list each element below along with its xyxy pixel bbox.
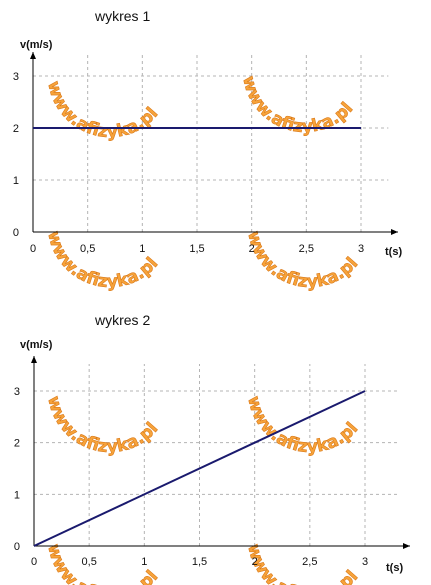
y-tick-label: 1 — [13, 175, 19, 187]
axes — [30, 52, 398, 235]
watermark: www.afizyka.pl — [43, 229, 162, 292]
series-line — [33, 390, 366, 547]
y-tick-label: 0 — [13, 227, 19, 239]
y-axis-arrow — [31, 356, 37, 363]
y-axis-label: v(m/s) — [20, 339, 53, 351]
y-axis-arrow — [30, 52, 36, 59]
chart-wykres-2: www.afizyka.plwww.afizyka.plwww.afizyka.… — [14, 312, 410, 585]
x-tick-label: 3 — [362, 556, 368, 568]
y-tick-label: 2 — [13, 123, 19, 135]
watermark: www.afizyka.pl — [243, 394, 362, 457]
x-axis-label: t(s) — [385, 246, 402, 258]
x-tick-label: 3 — [358, 243, 364, 255]
x-tick-label: 1,5 — [189, 243, 204, 255]
chart-title: wykres 1 — [94, 8, 150, 24]
y-tick-label: 1 — [14, 489, 20, 501]
x-tick-label: 0,5 — [80, 243, 95, 255]
y-tick-label: 0 — [14, 541, 20, 553]
y-tick-label: 3 — [13, 71, 19, 83]
x-axis-arrow — [391, 229, 398, 235]
axes — [31, 356, 410, 549]
chart-title: wykres 2 — [94, 312, 150, 328]
x-tick-label: 0,5 — [82, 556, 97, 568]
x-tick-label: 0 — [31, 556, 37, 568]
x-tick-label: 1,5 — [192, 556, 207, 568]
x-tick-label: 2 — [249, 243, 255, 255]
tick-labels: 0 0,5 1 1,5 2 2,5 3 0 1 2 3 — [14, 386, 368, 568]
y-tick-label: 2 — [14, 438, 20, 450]
watermark: www.afizyka.pl — [43, 79, 162, 142]
y-tick-label: 3 — [14, 386, 20, 398]
x-axis-arrow — [403, 543, 410, 549]
y-axis-label: v(m/s) — [20, 39, 53, 51]
x-axis-label: t(s) — [386, 562, 403, 574]
x-tick-label: 1 — [139, 243, 145, 255]
chart-wykres-1: www.afizyka.pl www.afizyka.pl www.afizyka.… — [13, 8, 403, 292]
grid — [34, 364, 399, 546]
tick-labels: 0 0,5 1 1,5 2 2,5 3 0 1 2 3 — [13, 71, 364, 255]
watermark: www.afizyka.pl — [243, 229, 362, 292]
x-tick-label: 0 — [30, 243, 36, 255]
x-tick-label: 2,5 — [302, 556, 317, 568]
grid — [33, 54, 389, 232]
x-tick-label: 1 — [141, 556, 147, 568]
series — [33, 390, 366, 547]
x-tick-label: 2 — [252, 556, 258, 568]
x-tick-label: 2,5 — [299, 243, 314, 255]
watermarks: www.afizyka.pl www.afizyka.pl www.afizyka.… — [43, 74, 363, 293]
